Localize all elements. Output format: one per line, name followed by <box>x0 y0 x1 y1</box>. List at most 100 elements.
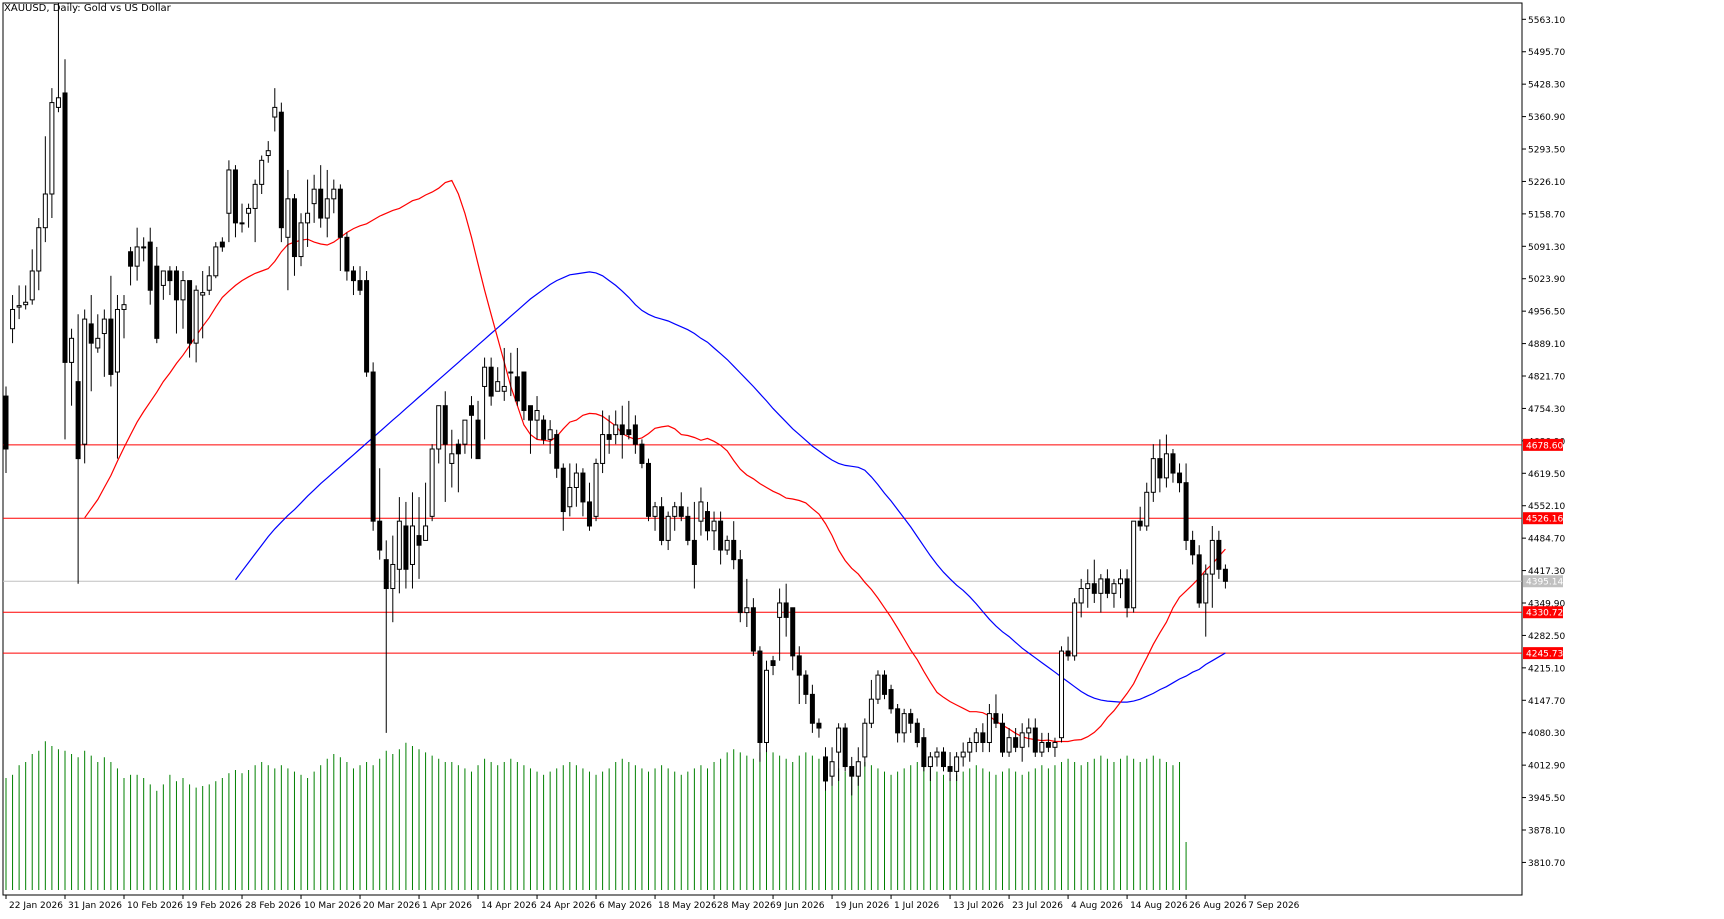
price-axis-label: 4147.70 <box>1528 697 1565 707</box>
candle-body <box>1104 578 1110 594</box>
price-axis-label: 4282.50 <box>1528 632 1565 642</box>
level-price-label-bg <box>1523 512 1563 525</box>
candle-body <box>698 501 704 522</box>
ma-fast-line <box>84 179 1226 743</box>
candle-body <box>829 761 835 777</box>
candle-body <box>337 188 343 238</box>
candle-body <box>475 419 481 460</box>
current-price-label-bg <box>1523 575 1563 588</box>
candle-body <box>573 472 579 488</box>
candle-body <box>449 453 455 464</box>
candle-body <box>173 270 179 301</box>
price-axis-label: 4552.10 <box>1528 502 1565 512</box>
candle-body <box>429 448 435 517</box>
candle-body <box>206 275 212 291</box>
candle-body <box>685 515 691 541</box>
candle-body <box>534 410 540 421</box>
price-axis-label: 4754.30 <box>1528 405 1565 415</box>
candle-body <box>1144 491 1150 527</box>
date-axis-label: 24 Apr 2026 <box>540 901 596 911</box>
date-axis-label: 28 May 2026 <box>717 901 776 911</box>
candle-body <box>1170 453 1176 474</box>
candle-body <box>704 511 710 532</box>
candle-body <box>239 222 245 225</box>
candle-body <box>626 429 632 436</box>
candle-body <box>403 525 409 570</box>
candle-body <box>23 301 29 306</box>
candle-body <box>1013 737 1019 748</box>
candle-body <box>1196 554 1202 604</box>
candle-body <box>777 602 783 618</box>
candle-body <box>527 405 533 421</box>
candle-body <box>665 515 671 541</box>
candle-body <box>1124 578 1130 609</box>
candle-body <box>324 198 330 219</box>
candle-body <box>488 366 494 397</box>
candle-body <box>167 270 173 282</box>
candle-body <box>10 308 16 330</box>
date-axis-label: 31 Jan 2026 <box>68 901 122 911</box>
candle-body <box>1052 741 1058 748</box>
candle-body <box>882 674 888 695</box>
candle-body <box>521 371 527 412</box>
candle-body <box>55 97 61 108</box>
date-axis-label: 1 Apr 2026 <box>422 901 472 911</box>
price-axis-label: 4619.50 <box>1528 470 1565 480</box>
candle-body <box>1209 539 1215 575</box>
candle-body <box>868 698 874 724</box>
date-axis-label: 10 Feb 2026 <box>127 901 183 911</box>
candle-body <box>436 405 442 450</box>
candle-body <box>1078 588 1084 604</box>
candle-body <box>895 708 901 734</box>
candle-body <box>993 713 999 724</box>
candle-body <box>1045 741 1051 748</box>
candle-body <box>121 304 127 310</box>
date-axis-label: 26 Aug 2026 <box>1189 901 1247 911</box>
candle-body <box>750 607 756 652</box>
date-axis-label: 14 Aug 2026 <box>1130 901 1188 911</box>
candle-body <box>770 660 776 667</box>
candle-body <box>731 539 737 561</box>
candle-body <box>796 655 802 676</box>
candle-body <box>69 337 75 363</box>
candle-body <box>468 405 474 416</box>
candle-body <box>75 381 81 460</box>
candle-body <box>947 766 953 772</box>
price-axis-label: 5158.70 <box>1528 210 1565 220</box>
price-axis-label: 3945.50 <box>1528 794 1565 804</box>
date-axis-label: 18 May 2026 <box>658 901 717 911</box>
candle-body <box>154 265 160 339</box>
candle-body <box>888 689 894 710</box>
date-axis-label: 28 Feb 2026 <box>245 901 301 911</box>
candle-body <box>652 506 658 517</box>
candle-body <box>462 419 468 445</box>
candle-body <box>645 462 651 517</box>
level-price-label: 4678.60 <box>1526 441 1563 451</box>
candle-body <box>101 318 107 335</box>
date-axis-label: 13 Jul 2026 <box>953 901 1004 911</box>
candle-body <box>737 559 743 614</box>
candle-body <box>200 292 206 296</box>
candle-body <box>409 525 415 565</box>
date-axis-label: 9 Jun 2026 <box>776 901 825 911</box>
candle-body <box>1111 583 1117 594</box>
candle-body <box>134 246 140 267</box>
date-axis-label: 6 May 2026 <box>599 901 652 911</box>
candle-body <box>49 102 55 195</box>
candle-body <box>1177 472 1183 484</box>
candle-body <box>875 674 881 700</box>
candle-body <box>862 722 868 758</box>
candle-body <box>364 280 370 373</box>
candle-body <box>377 520 383 551</box>
candle-body <box>763 669 769 743</box>
price-axis-label: 4080.30 <box>1528 729 1565 739</box>
candle-body <box>1222 568 1228 582</box>
candle-body <box>285 198 291 238</box>
candle-body <box>141 246 147 249</box>
candle-body <box>501 385 507 392</box>
candle-body <box>259 159 265 185</box>
candle-body <box>1085 583 1091 590</box>
candle-body <box>219 241 225 248</box>
